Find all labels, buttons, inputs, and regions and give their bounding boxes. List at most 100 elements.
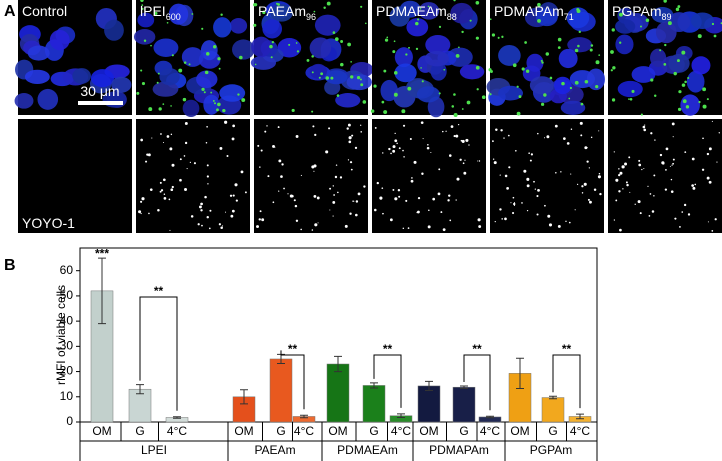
- green-dot: [141, 4, 144, 7]
- green-dot: [453, 113, 458, 117]
- subscript: 71: [564, 12, 574, 22]
- white-dot: [219, 146, 223, 150]
- white-dot: [534, 188, 536, 190]
- white-dot: [420, 121, 424, 125]
- white-dot: [426, 146, 430, 150]
- green-dot: [171, 54, 174, 57]
- white-dot: [464, 159, 466, 161]
- y-tick-label: 50: [60, 288, 74, 302]
- green-dot: [512, 63, 517, 68]
- white-dot: [140, 212, 142, 215]
- white-dot: [232, 124, 235, 128]
- white-dot: [394, 132, 396, 135]
- white-dot: [528, 152, 530, 154]
- white-dot: [332, 201, 336, 204]
- green-dot: [203, 91, 206, 94]
- white-dot: [313, 164, 317, 168]
- y-tick-label: 60: [60, 263, 74, 277]
- white-dot: [563, 137, 566, 140]
- title-text: lPEI: [140, 3, 166, 19]
- subscript: 89: [662, 12, 672, 22]
- white-dot: [462, 162, 465, 165]
- white-dot: [523, 169, 527, 173]
- white-dot: [334, 175, 338, 179]
- green-dot: [590, 44, 594, 47]
- white-dot: [325, 150, 329, 154]
- white-dot: [350, 168, 353, 171]
- white-dot: [671, 122, 675, 126]
- green-dot: [525, 69, 530, 73]
- white-dot: [449, 154, 452, 157]
- white-dot: [353, 200, 355, 202]
- white-dot: [141, 197, 145, 201]
- white-dot: [388, 147, 391, 151]
- white-dot: [637, 200, 641, 204]
- green-dot: [296, 50, 300, 53]
- nucleus: [389, 6, 410, 27]
- white-dot: [266, 125, 268, 127]
- white-dot: [405, 199, 408, 202]
- green-dot: [270, 56, 273, 59]
- y-tick-label: 20: [60, 364, 74, 378]
- x-tick-label: 4°C: [480, 424, 500, 438]
- white-dot: [544, 137, 546, 139]
- green-dot: [408, 46, 410, 49]
- white-dot: [278, 159, 282, 163]
- group-label: PAEAm: [254, 443, 295, 457]
- green-dot: [475, 65, 480, 70]
- nucleus: [181, 47, 204, 67]
- white-dot: [157, 209, 160, 212]
- green-dot: [326, 1, 331, 6]
- nucleus: [182, 99, 200, 118]
- white-dot: [588, 167, 590, 169]
- white-dot: [352, 200, 354, 202]
- white-dot: [300, 228, 302, 231]
- white-dot: [624, 162, 628, 166]
- white-dot: [430, 151, 432, 154]
- white-dot: [360, 131, 362, 133]
- white-dot: [670, 190, 674, 193]
- error-bar: [576, 413, 584, 420]
- nucleus: [631, 66, 656, 83]
- white-dot: [335, 164, 338, 166]
- green-dot: [334, 37, 339, 41]
- white-dot: [396, 142, 398, 145]
- green-dot: [681, 50, 686, 55]
- white-dot: [313, 194, 317, 198]
- nucleus: [394, 47, 413, 68]
- white-dot: [398, 195, 401, 198]
- white-dot: [300, 174, 302, 176]
- white-dot: [256, 225, 260, 229]
- green-dot: [360, 5, 363, 8]
- white-dot: [537, 132, 539, 135]
- green-dot: [213, 102, 216, 105]
- green-dot: [491, 33, 496, 37]
- white-dot: [650, 132, 653, 135]
- white-dot: [259, 210, 262, 213]
- white-dot: [530, 153, 534, 156]
- stain-label: YOYO-1: [22, 215, 75, 231]
- white-dot: [463, 171, 467, 175]
- white-dot: [147, 153, 151, 157]
- nucleus: [424, 50, 449, 67]
- nucleus: [90, 69, 115, 88]
- micrograph: [490, 119, 604, 233]
- white-dot: [411, 177, 413, 179]
- nucleus: [418, 2, 440, 20]
- x-tick-label: 4°C: [294, 424, 314, 438]
- x-tick-label: G: [276, 424, 285, 438]
- image-title: PDMAPAm71: [494, 3, 574, 22]
- white-dot: [258, 218, 261, 221]
- x-tick-label: G: [369, 424, 378, 438]
- white-dot: [201, 224, 203, 227]
- white-dot: [649, 193, 652, 195]
- green-dot: [262, 10, 265, 13]
- green-dot: [318, 76, 321, 79]
- green-dot: [574, 48, 579, 53]
- green-dot: [313, 10, 316, 13]
- white-dot: [622, 188, 624, 190]
- white-dot: [618, 190, 621, 193]
- x-tick-label: OM: [328, 424, 347, 438]
- green-dot: [549, 76, 553, 80]
- white-dot: [619, 228, 622, 232]
